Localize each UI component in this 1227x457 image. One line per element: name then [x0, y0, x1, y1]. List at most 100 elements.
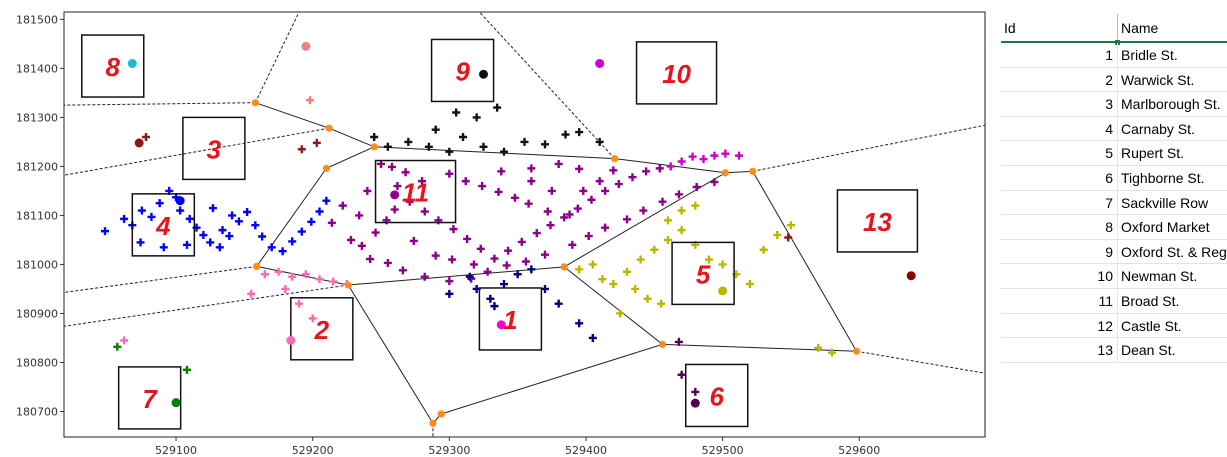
street-centre-dot: [171, 398, 181, 408]
table-row[interactable]: 11 Broad St.: [1001, 288, 1227, 314]
data-point-plus: [622, 215, 631, 224]
region-label: 1: [503, 305, 517, 335]
table-row[interactable]: 6 Tighborne St.: [1001, 165, 1227, 191]
voronoi-vertex: [322, 164, 330, 172]
table-row[interactable]: 8 Oxford Market: [1001, 215, 1227, 240]
data-point-plus: [631, 284, 640, 293]
data-point-plus: [387, 162, 396, 171]
cell-name: Warwick St.: [1121, 71, 1195, 88]
data-point-plus: [405, 197, 414, 206]
data-point-plus: [431, 251, 440, 260]
data-point-plus: [315, 275, 324, 284]
region-label: 8: [106, 52, 121, 82]
voronoi-vertex: [658, 340, 667, 348]
data-point-plus: [517, 237, 526, 246]
region-box: [684, 363, 749, 428]
table-row[interactable]: 1 Bridle St.: [1001, 43, 1227, 68]
data-point-plus: [674, 337, 683, 346]
region-box: [635, 41, 718, 105]
table-row[interactable]: 12 Castle St.: [1001, 313, 1227, 339]
cell-id: 1: [1105, 47, 1113, 63]
voronoi-vertex: [253, 262, 261, 271]
data-point-plus: [527, 177, 536, 186]
table-row[interactable]: 10 Newman St.: [1001, 264, 1227, 289]
data-point-plus: [478, 182, 487, 191]
cell-id: 5: [1105, 145, 1113, 162]
data-point-plus: [301, 270, 310, 279]
data-point-plus: [677, 157, 686, 166]
data-point-plus: [524, 199, 533, 208]
data-point-plus: [636, 255, 645, 264]
data-point-plus: [500, 280, 509, 289]
data-point-plus: [650, 245, 659, 254]
data-point-plus: [595, 137, 604, 146]
header-id[interactable]: Id: [1004, 20, 1016, 36]
data-point-plus: [784, 233, 793, 242]
voronoi-vertex: [749, 167, 757, 175]
region-box: [117, 366, 182, 430]
data-point-plus: [312, 138, 321, 147]
data-point-plus: [827, 348, 836, 357]
data-point-plus: [401, 168, 410, 177]
street-centre-dot: [690, 398, 700, 408]
data-point-plus: [554, 299, 563, 308]
data-point-plus: [575, 164, 584, 173]
table-row[interactable]: 7 Sackville Row: [1001, 190, 1227, 216]
data-point-plus: [445, 289, 454, 298]
cell-name: Newman St.: [1121, 268, 1198, 285]
data-point-plus: [677, 206, 686, 215]
cell-name: Tighborne St.: [1121, 169, 1205, 186]
voronoi-vertex: [344, 281, 352, 289]
region-box: [671, 241, 735, 306]
data-point-plus: [215, 243, 224, 252]
data-point-plus: [370, 133, 379, 141]
data-point-plus: [521, 257, 530, 266]
data-point-plus: [281, 284, 290, 293]
column-divider: [1115, 14, 1120, 45]
region-box: [182, 116, 246, 181]
data-point-plus: [418, 177, 427, 186]
table-row[interactable]: 2 Warwick St.: [1001, 67, 1227, 93]
voronoi-vertex: [560, 263, 568, 271]
data-point-plus: [486, 294, 495, 303]
header-name[interactable]: Name: [1121, 20, 1159, 36]
column-divider: [1117, 43, 1118, 67]
data-point-plus: [404, 137, 413, 146]
cell-id: 3: [1105, 96, 1113, 113]
data-point-plus: [469, 260, 478, 269]
data-point-plus: [383, 142, 392, 151]
data-point-plus: [182, 240, 191, 249]
region-label: 2: [314, 315, 330, 345]
data-point-plus: [710, 178, 719, 187]
data-point-plus: [691, 387, 700, 396]
data-point-plus: [113, 342, 122, 351]
data-point-plus: [297, 227, 306, 236]
column-divider: [1117, 313, 1118, 338]
data-point-plus: [674, 190, 683, 199]
table-row[interactable]: 3 Marlborough St.: [1001, 92, 1227, 117]
data-point-plus: [445, 277, 454, 286]
street-centre-dot: [906, 271, 916, 281]
data-point-plus: [614, 180, 623, 189]
x-tick-label: 529400: [565, 444, 607, 457]
table-row[interactable]: 13 Dean St.: [1001, 338, 1227, 363]
data-point-plus: [258, 232, 267, 241]
street-centre-dot: [718, 286, 728, 296]
data-point-plus: [155, 199, 164, 208]
cell-name: Oxford Market: [1121, 219, 1210, 236]
data-point-plus: [338, 201, 347, 210]
y-tick-label: 181000: [16, 258, 58, 271]
table-row[interactable]: 4 Carnaby St.: [1001, 116, 1227, 142]
data-point-plus: [547, 186, 556, 195]
voronoi-edge: [326, 146, 375, 169]
data-point-plus: [452, 108, 461, 117]
column-divider: [1117, 288, 1118, 313]
table-row[interactable]: 5 Rupert St.: [1001, 141, 1227, 166]
cell-id: 8: [1105, 219, 1113, 236]
table-row[interactable]: 9 Oxford St. & Regent St.: [1001, 239, 1227, 265]
data-point-plus: [504, 246, 513, 255]
voronoi-edge: [662, 343, 857, 352]
data-point-plus: [642, 167, 651, 176]
region-box: [836, 189, 919, 253]
data-point-plus: [520, 137, 529, 146]
